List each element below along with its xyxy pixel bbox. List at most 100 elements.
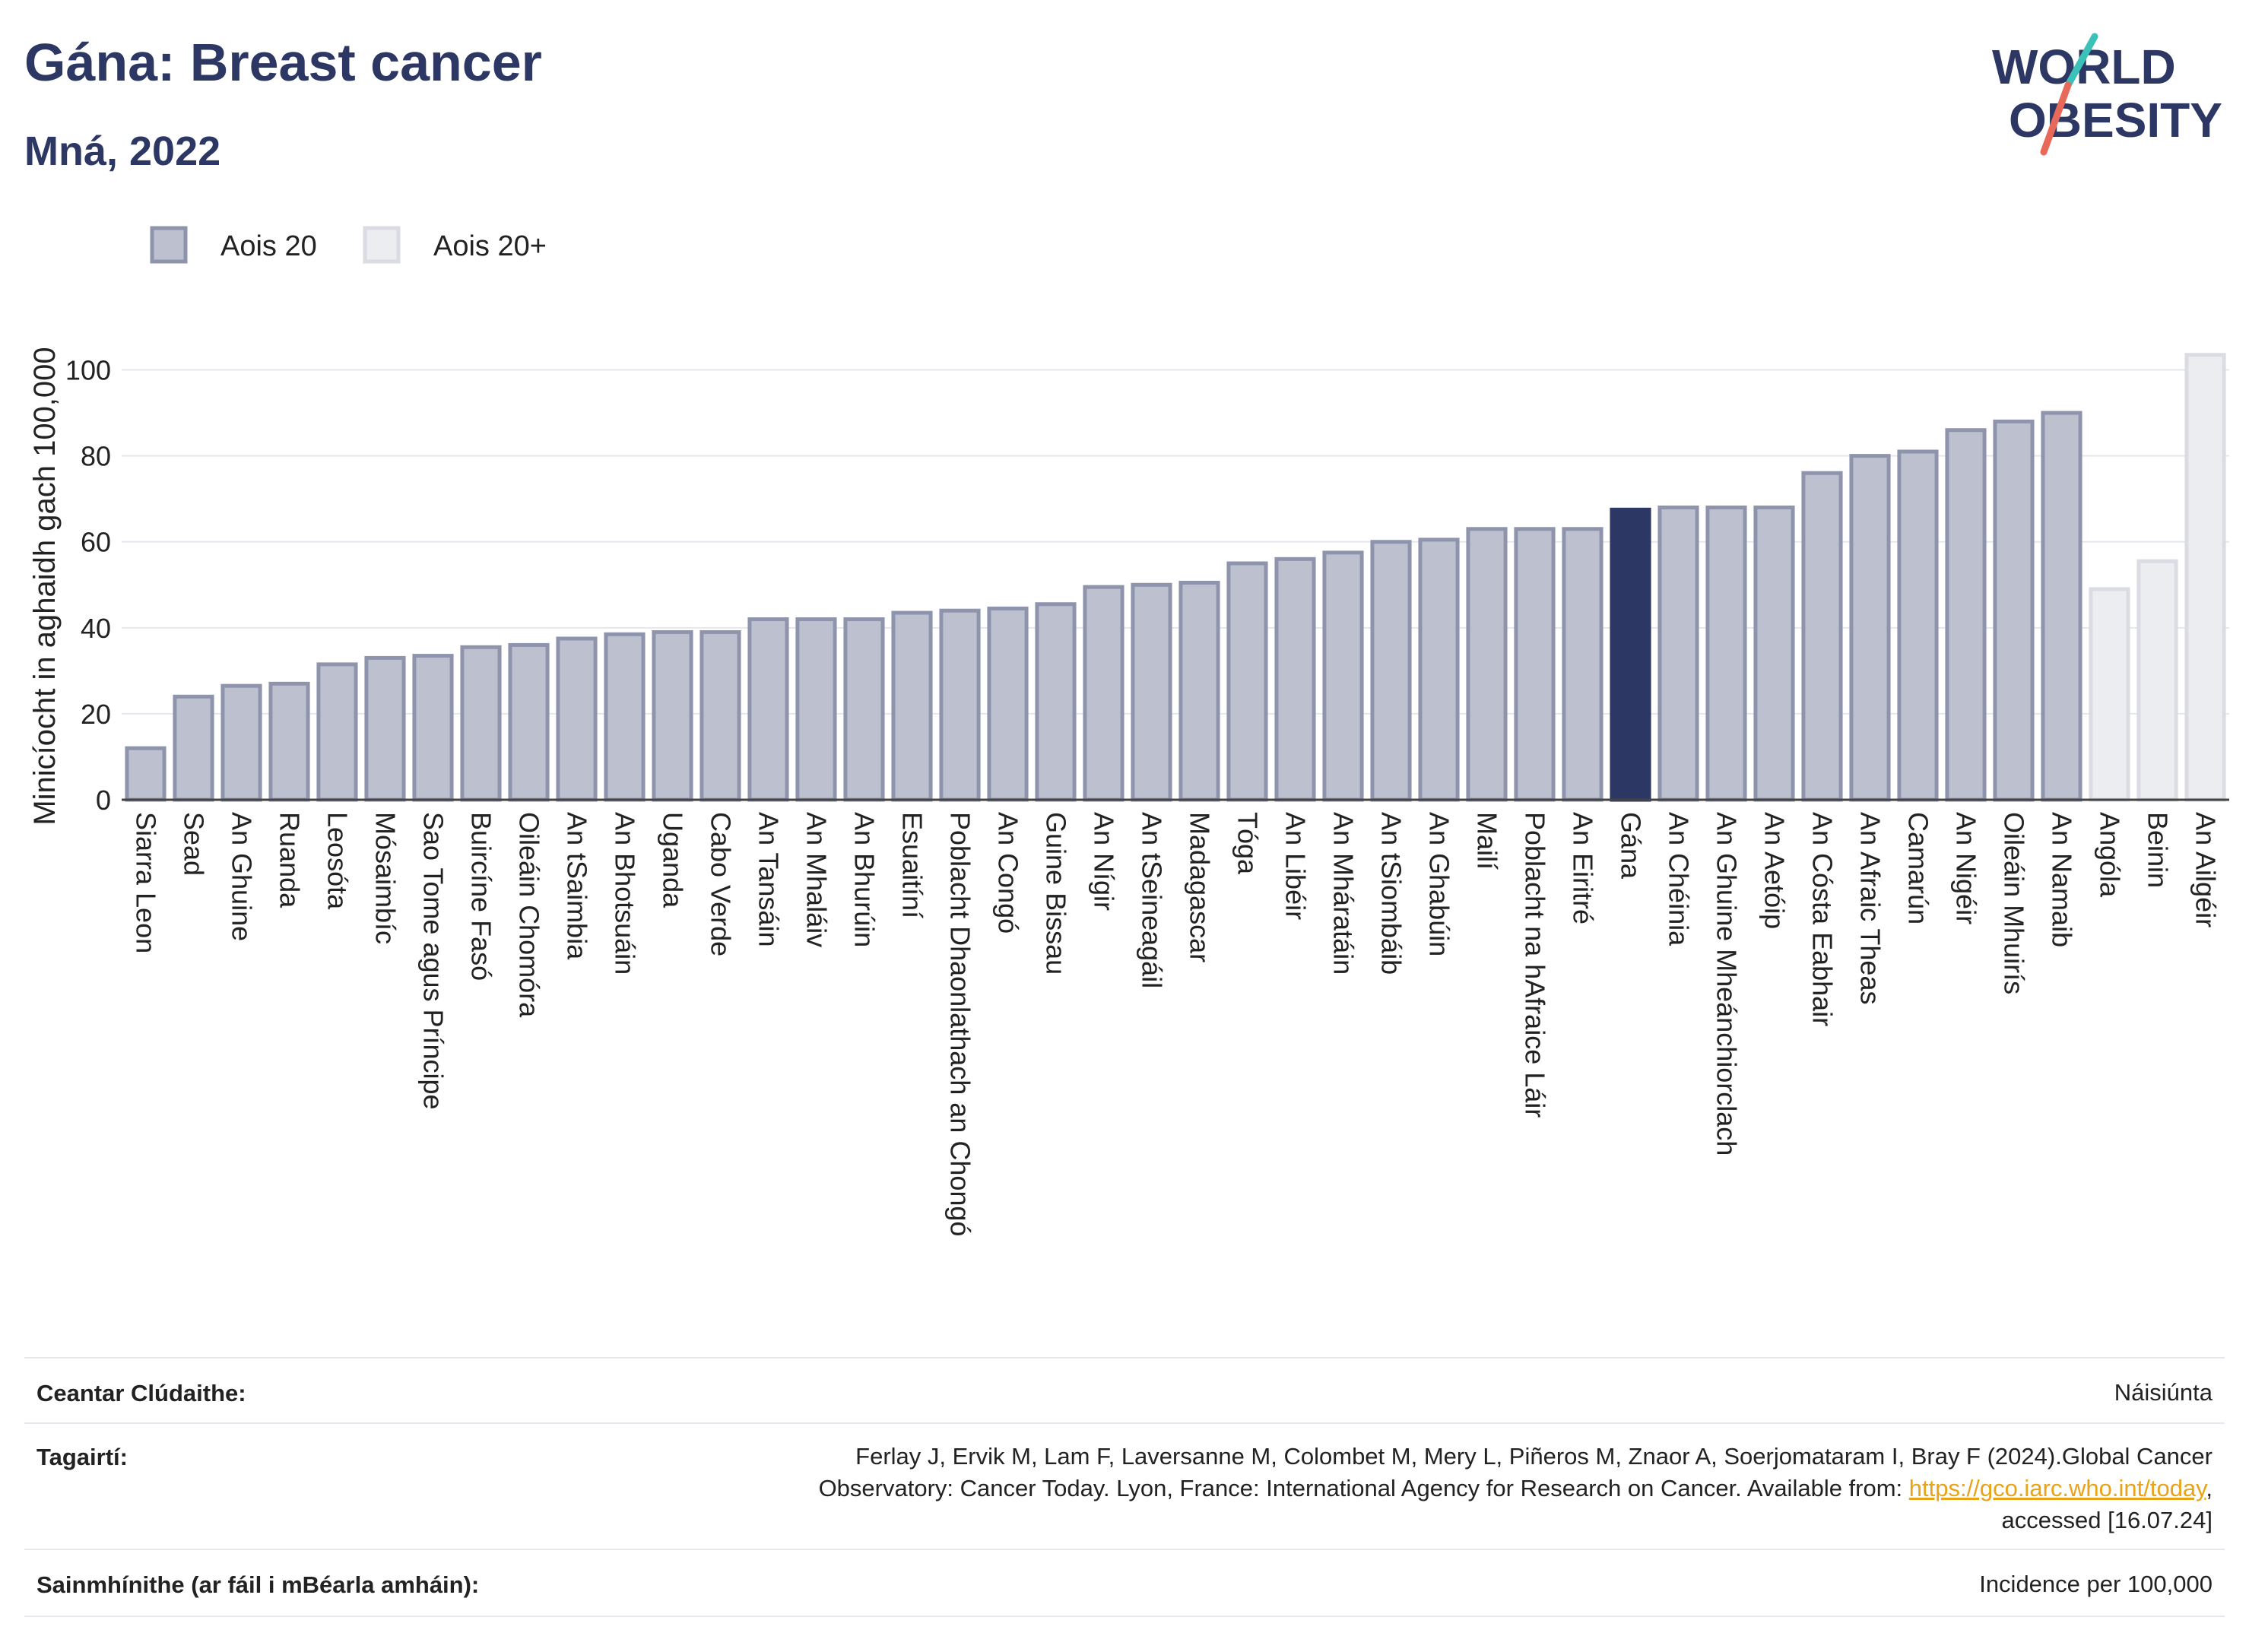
bar-32[interactable] — [1610, 507, 1651, 802]
definitions-value: Incidence per 100,000 — [1979, 1571, 2213, 1597]
bar-18[interactable] — [939, 608, 981, 802]
x-tick-label: Ruanda — [274, 812, 306, 908]
logo-line1: WORLD — [1992, 40, 2176, 94]
bar-6[interactable] — [364, 655, 406, 802]
world-obesity-logo: WORLD OBESITY — [1992, 33, 2222, 156]
x-tick-label: An Libéir — [1280, 812, 1312, 920]
x-tick-label: An Nígir — [1089, 812, 1120, 911]
x-tick-label: An Chéinia — [1664, 812, 1695, 946]
bar-11[interactable] — [604, 632, 646, 802]
x-tick-label: An Nigéir — [1951, 812, 1982, 924]
x-tick-label: Gána — [1616, 812, 1647, 880]
definitions-label: Sainmhínithe (ar fáil i mBéarla amháin): — [36, 1571, 480, 1598]
x-tick-label: Uganda — [658, 812, 689, 908]
bar-30[interactable] — [1514, 527, 1556, 802]
bar-15[interactable] — [795, 617, 837, 802]
bar-1[interactable] — [125, 746, 167, 802]
bars — [122, 353, 2229, 802]
bar-9[interactable] — [508, 642, 550, 802]
bar-20[interactable] — [1035, 602, 1077, 802]
bar-39[interactable] — [1945, 428, 1987, 802]
x-tick-label: An tSaimbia — [562, 812, 593, 960]
references-line1: Ferlay J, Ervik M, Lam F, Laversanne M, … — [855, 1443, 2213, 1470]
x-tick-label: Sao Tome agus Príncipe — [418, 812, 449, 1110]
bar-3[interactable] — [220, 683, 262, 802]
bar-8[interactable] — [460, 645, 502, 802]
x-tick-label: An tSiombáib — [1376, 812, 1407, 975]
x-tick-label: Beinin — [2143, 812, 2174, 888]
bar-22[interactable] — [1131, 582, 1172, 802]
x-tick-label: Oileáin Mhuirís — [1999, 812, 2030, 994]
y-tick-label: 20 — [81, 699, 111, 730]
legend-item-2[interactable]: Aois 20+ — [363, 226, 547, 264]
footer-row-references: Tagairtí: Ferlay J, Ervik M, Lam F, Lave… — [24, 1422, 2225, 1550]
bar-4[interactable] — [268, 681, 310, 802]
x-tick-label: Tóga — [1232, 812, 1264, 875]
references-label: Tagairtí: — [36, 1444, 128, 1470]
bar-24[interactable] — [1226, 561, 1268, 802]
bar-23[interactable] — [1178, 580, 1220, 802]
bar-34[interactable] — [1705, 505, 1747, 802]
bar-31[interactable] — [1562, 527, 1603, 802]
x-tick-label: An Afraic Theas — [1855, 812, 1886, 1004]
bar-40[interactable] — [1993, 419, 2035, 802]
y-tick-label: 100 — [65, 355, 111, 386]
legend-swatch — [150, 226, 188, 264]
bar-35[interactable] — [1753, 505, 1795, 802]
chart-legend: Aois 20 Aois 20+ — [150, 226, 547, 264]
bar-26[interactable] — [1322, 550, 1364, 802]
bar-43[interactable] — [2136, 559, 2178, 802]
bar-41[interactable] — [2041, 411, 2082, 802]
bar-12[interactable] — [652, 629, 693, 802]
bar-27[interactable] — [1370, 540, 1412, 802]
bar-36[interactable] — [1801, 471, 1843, 802]
x-tick-label: An Ghuine Mheánchiorclach — [1711, 812, 1743, 1156]
bar-37[interactable] — [1849, 454, 1891, 802]
bar-5[interactable] — [316, 662, 358, 802]
references-line2: Observatory: Cancer Today. Lyon, France:… — [819, 1473, 2213, 1505]
bar-13[interactable] — [699, 629, 741, 802]
logo-line2: OBESITY — [2009, 93, 2222, 147]
bar-10[interactable] — [556, 636, 598, 802]
bar-29[interactable] — [1466, 527, 1508, 802]
x-tick-label: Cabo Verde — [706, 812, 737, 956]
bar-17[interactable] — [891, 610, 933, 802]
x-tick-label: An Ghabúin — [1424, 812, 1455, 956]
x-axis-ticks: Siarra Leon Sead An Ghuine Ruanda Leosóta Mós… — [131, 812, 2222, 1236]
x-tick-label: An Bhotsuáin — [610, 812, 641, 975]
references-link[interactable]: https://gco.iarc.who.int/today — [1908, 1475, 2206, 1501]
bar-16[interactable] — [843, 617, 885, 802]
coverage-value: Náisiúnta — [2114, 1379, 2213, 1406]
x-tick-label: Mailí — [1472, 812, 1503, 870]
x-tick-label: Buircíne Fasó — [466, 812, 497, 981]
logo-slash-coral — [2040, 81, 2072, 156]
bar-21[interactable] — [1083, 585, 1124, 802]
x-tick-label: An tSeineagáil — [1137, 812, 1168, 988]
x-tick-label: An Congó — [993, 812, 1024, 934]
bar-42[interactable] — [2089, 587, 2130, 802]
x-tick-label: An Cósta Eabhair — [1807, 812, 1838, 1026]
legend-item-1[interactable]: Aois 20 — [150, 226, 317, 264]
legend-label: Aois 20+ — [433, 230, 547, 262]
x-tick-label: An Mháratáin — [1328, 812, 1359, 975]
y-tick-label: 80 — [81, 441, 111, 472]
legend-label: Aois 20 — [220, 230, 317, 262]
x-tick-label: Mósaimbíc — [370, 812, 401, 944]
x-tick-label: An Mhaláiv — [801, 812, 833, 947]
bar-25[interactable] — [1274, 556, 1316, 802]
bar-2[interactable] — [173, 694, 214, 802]
bar-14[interactable] — [747, 617, 789, 802]
bar-7[interactable] — [412, 654, 454, 802]
bar-33[interactable] — [1657, 505, 1699, 802]
bar-38[interactable] — [1897, 449, 1939, 802]
x-tick-label: Camarún — [1903, 812, 1934, 924]
x-tick-label: An Namaib — [2047, 812, 2078, 947]
bar-44[interactable] — [2184, 353, 2226, 802]
y-tick-label: 60 — [81, 527, 111, 558]
bar-19[interactable] — [987, 606, 1029, 802]
x-tick-label: Esuaitíní — [897, 812, 928, 918]
bar-28[interactable] — [1418, 537, 1460, 802]
x-tick-label: An Tansáin — [753, 812, 785, 946]
logo-slash-teal — [2064, 33, 2098, 89]
references-line2a: Observatory: Cancer Today. Lyon, France:… — [818, 1475, 1909, 1501]
